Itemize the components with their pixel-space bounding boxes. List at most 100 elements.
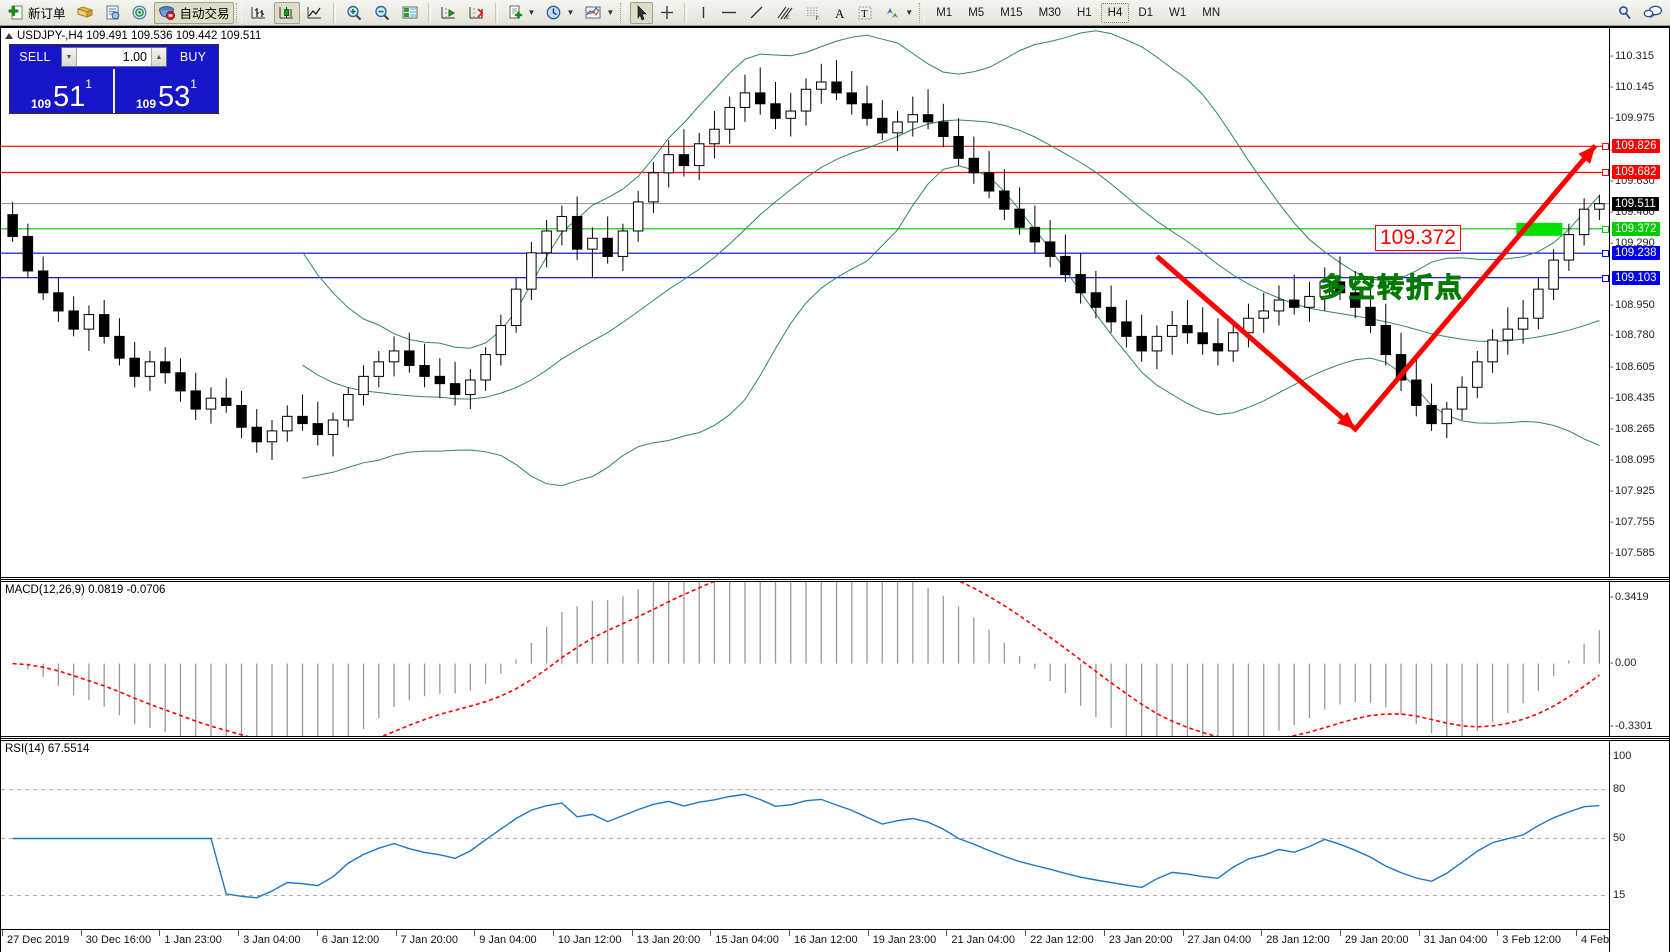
time-axis[interactable]: 27 Dec 2019 30 Dec 16:00 1 Jan 23:00 3 Jan … xyxy=(1,929,1640,952)
chart-window[interactable]: USDJPY-,H4 109.491 109.536 109.442 109.5… xyxy=(0,26,1670,952)
macd-pane[interactable]: MACD(12,26,9) 0.0819 -0.0706 -0.3419 -0.0… xyxy=(1,581,1669,737)
volume-stepper[interactable]: ▼ 1.00 ▲ xyxy=(61,47,167,67)
macd-axis: -0.3419 -0.00 --0.3301 xyxy=(1609,582,1669,736)
chevron-down-icon[interactable]: ▼ xyxy=(606,8,615,17)
price-axis-badge-resistance[interactable]: 109.826 xyxy=(1612,139,1660,154)
navigator-button[interactable] xyxy=(127,2,152,24)
pane-separator-rsi[interactable] xyxy=(1,736,1669,739)
level-handle[interactable] xyxy=(1602,143,1609,151)
trendline-tool[interactable] xyxy=(744,2,769,24)
rsi-axis-tick: 15 xyxy=(1613,888,1626,901)
candlestick-chart-button[interactable] xyxy=(273,1,300,24)
objects-tool[interactable]: ▼ xyxy=(879,2,917,24)
chat-button[interactable] xyxy=(1639,2,1667,24)
auto-scroll-button[interactable] xyxy=(436,2,462,24)
timeframe-h4[interactable]: H4 xyxy=(1100,2,1130,23)
macd-axis-tick: -0.00 xyxy=(1610,656,1637,669)
price-chart-canvas[interactable] xyxy=(1,28,1611,577)
time-axis-tick: 9 Jan 04:00 xyxy=(474,930,537,946)
price-pane[interactable]: 109.372 多空转折点 -110.315 -110.145 -109.975 -1… xyxy=(1,28,1669,577)
tile-windows-button[interactable] xyxy=(397,2,423,24)
vertical-line-tool[interactable] xyxy=(692,2,714,24)
chart-shift-button[interactable] xyxy=(464,2,490,24)
svg-text:T: T xyxy=(861,8,868,20)
level-handle[interactable] xyxy=(1602,169,1609,177)
folder-icon xyxy=(76,4,94,21)
new-order-button[interactable]: 新订单 xyxy=(3,2,70,24)
sell-label[interactable]: SELL xyxy=(19,50,51,64)
price-axis[interactable]: -110.315-110.145-109.975-109.800-109.630… xyxy=(1602,28,1669,577)
horizontal-line-icon xyxy=(720,4,738,21)
volume-input[interactable]: 1.00 xyxy=(122,50,147,64)
crosshair-icon xyxy=(659,4,675,21)
main-toolbar: 新订单 xyxy=(0,0,1670,26)
search-button[interactable] xyxy=(1612,2,1637,24)
timeframe-d1[interactable]: D1 xyxy=(1138,6,1154,19)
vertical-line-icon xyxy=(697,4,710,21)
price-axis-tick: -109.460 xyxy=(1610,205,1655,218)
text-tool[interactable]: A xyxy=(829,2,851,24)
sell-price-button[interactable]: 109 51 1 xyxy=(10,69,113,113)
timeframe-mn[interactable]: MN xyxy=(1202,6,1221,19)
volume-decrease-button[interactable]: ▼ xyxy=(62,48,77,66)
trade-panel-prices: 109 51 1 109 53 1 xyxy=(10,69,218,113)
chart-title-bar: USDJPY-,H4 109.491 109.536 109.442 109.5… xyxy=(5,30,261,42)
price-axis-tick: -110.315 xyxy=(1610,50,1654,63)
timeframe-h1[interactable]: H1 xyxy=(1076,6,1092,19)
level-handle[interactable] xyxy=(1602,225,1609,233)
auto-scroll-icon xyxy=(440,4,458,21)
price-axis-badge-resistance[interactable]: 109.682 xyxy=(1612,165,1660,180)
templates-button[interactable]: ▼ xyxy=(503,2,540,24)
price-axis-tick: -108.095 xyxy=(1610,453,1655,466)
chevron-down-icon[interactable]: ▼ xyxy=(905,8,914,17)
timeframe-m1[interactable]: M1 xyxy=(936,6,953,19)
text-label-tool[interactable]: T xyxy=(853,2,877,24)
periodicity-button[interactable]: ▼ xyxy=(541,2,578,24)
indicator-icon xyxy=(584,4,602,21)
indicators-button[interactable]: ▼ xyxy=(580,2,618,24)
price-axis-badge-support[interactable]: 109.238 xyxy=(1612,246,1660,261)
macd-label: MACD(12,26,9) 0.0819 -0.0706 xyxy=(5,584,166,596)
time-axis-tick: 22 Jan 12:00 xyxy=(1025,930,1094,946)
zoom-in-button[interactable] xyxy=(341,2,367,24)
price-axis-tick: -108.950 xyxy=(1610,298,1655,311)
timeframe-m5[interactable]: M5 xyxy=(968,6,985,19)
chevron-down-icon[interactable]: ▼ xyxy=(566,8,575,17)
search-icon xyxy=(1616,4,1633,21)
time-axis-tick: 7 Jan 20:00 xyxy=(395,930,458,946)
expert-advisors-button[interactable] xyxy=(72,2,98,24)
timeframe-w1[interactable]: W1 xyxy=(1169,6,1187,19)
zoom-out-button[interactable] xyxy=(369,2,395,24)
horizontal-line-tool[interactable] xyxy=(716,2,742,24)
rsi-label: RSI(14) 67.5514 xyxy=(5,743,90,755)
level-handle[interactable] xyxy=(1602,274,1609,282)
time-axis-tick: 16 Jan 12:00 xyxy=(789,930,858,946)
buy-label[interactable]: BUY xyxy=(179,50,207,64)
equidistant-channel-tool[interactable]: E xyxy=(771,2,798,24)
rsi-pane[interactable]: RSI(14) 67.5514 100 80 50 15 27 Dec 2019 30 … xyxy=(1,740,1669,952)
channel-icon: E xyxy=(775,4,794,21)
rsi-axis-tick: 50 xyxy=(1613,831,1626,844)
volume-increase-button[interactable]: ▲ xyxy=(151,48,166,66)
price-axis-badge-target[interactable]: 109.372 xyxy=(1612,221,1660,236)
price-axis-badge-support[interactable]: 109.103 xyxy=(1612,270,1660,285)
data-window-button[interactable] xyxy=(100,2,125,24)
crosshair-tool[interactable] xyxy=(655,2,679,24)
autotrading-button[interactable]: 自动交易 xyxy=(153,1,234,24)
cursor-tool[interactable] xyxy=(630,1,654,24)
line-chart-button[interactable] xyxy=(302,2,328,24)
level-handle[interactable] xyxy=(1602,250,1609,258)
fibonacci-tool[interactable]: F xyxy=(800,2,827,24)
bar-chart-button[interactable] xyxy=(246,2,272,24)
chevron-down-icon[interactable]: ▼ xyxy=(527,8,536,17)
buy-price-button[interactable]: 109 53 1 xyxy=(113,69,218,113)
macd-axis-tick: -0.3419 xyxy=(1610,591,1649,603)
time-axis-tick: 13 Jan 20:00 xyxy=(631,930,700,946)
chart-shift-icon xyxy=(468,4,486,21)
one-click-trading-panel[interactable]: SELL ▼ 1.00 ▲ BUY 109 51 1 109 53 1 xyxy=(9,44,219,114)
price-axis-badge-bid[interactable]: 109.511 xyxy=(1612,196,1659,211)
chart-symbol-label: USDJPY-,H4 109.491 109.536 109.442 109.5… xyxy=(17,30,262,42)
timeframe-m15[interactable]: M15 xyxy=(1000,6,1023,19)
timeframe-m30[interactable]: M30 xyxy=(1038,6,1061,19)
pane-separator-macd[interactable] xyxy=(1,577,1669,580)
